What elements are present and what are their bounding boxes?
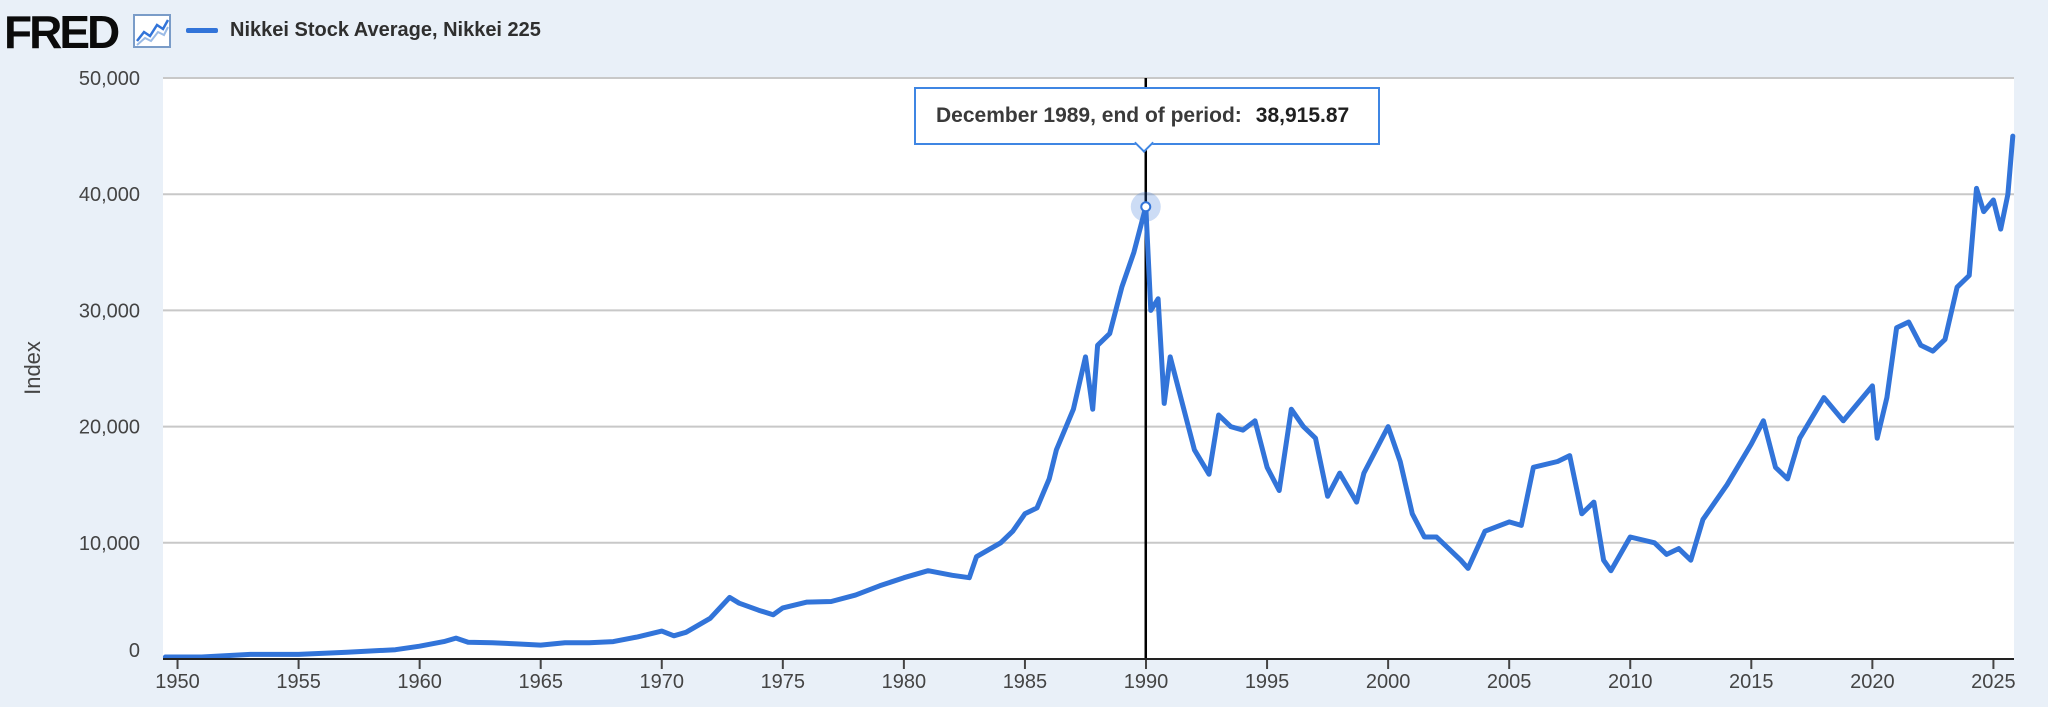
x-tick-label: 1990 [1124, 671, 1169, 693]
y-tick-label: 20,000 [79, 417, 140, 439]
series-layer [162, 133, 2016, 660]
y-tick-label: 30,000 [79, 300, 140, 322]
x-tick-label: 2020 [1850, 671, 1895, 693]
series-line[interactable] [162, 133, 2016, 660]
chart-header: FRED Nikkei Stock Average, Nikkei 225 [0, 0, 2048, 62]
hover-point[interactable] [1140, 201, 1152, 213]
x-tick-label: 1965 [518, 671, 563, 693]
x-tick-label: 1995 [1245, 671, 1290, 693]
y-axis: 0 10,000 20,000 30,000 40,000 50,000 [79, 68, 140, 662]
x-axis: 1950 1955 1960 1965 1970 1975 1980 1985 1990 1995… [155, 659, 2016, 693]
x-tick-label: 2010 [1608, 671, 1653, 693]
fred-logo[interactable]: FRED [4, 6, 120, 58]
x-tick-label: 1980 [882, 671, 927, 693]
x-tick-label: 1970 [640, 671, 685, 693]
tooltip-value: 38,915.87 [1255, 104, 1350, 127]
x-tick-label: 1985 [1003, 671, 1048, 693]
x-tick-label: 2000 [1366, 671, 1411, 693]
y-axis-title: Index [20, 341, 45, 395]
x-tick-label: 1955 [276, 671, 321, 693]
chart-legend[interactable]: Nikkei Stock Average, Nikkei 225 [186, 15, 541, 45]
gridlines [163, 77, 2014, 544]
y-tick-label: 40,000 [79, 184, 140, 206]
legend-swatch [186, 27, 218, 33]
x-tick-label: 2015 [1729, 671, 1774, 693]
y-tick-label: 0 [129, 640, 140, 662]
tooltip-label: December 1989, end of period: [936, 104, 1242, 127]
y-tick-label: 10,000 [79, 533, 140, 555]
x-tick-label: 1975 [761, 671, 806, 693]
x-tick-label: 1950 [155, 671, 200, 693]
x-tick-label: 2025 [1971, 671, 2016, 693]
x-tick-label: 2005 [1487, 671, 1532, 693]
x-tick-label: 1960 [397, 671, 442, 693]
y-tick-label: 50,000 [79, 68, 140, 90]
legend-label: Nikkei Stock Average, Nikkei 225 [230, 18, 541, 41]
line-chart-icon[interactable] [133, 14, 171, 48]
